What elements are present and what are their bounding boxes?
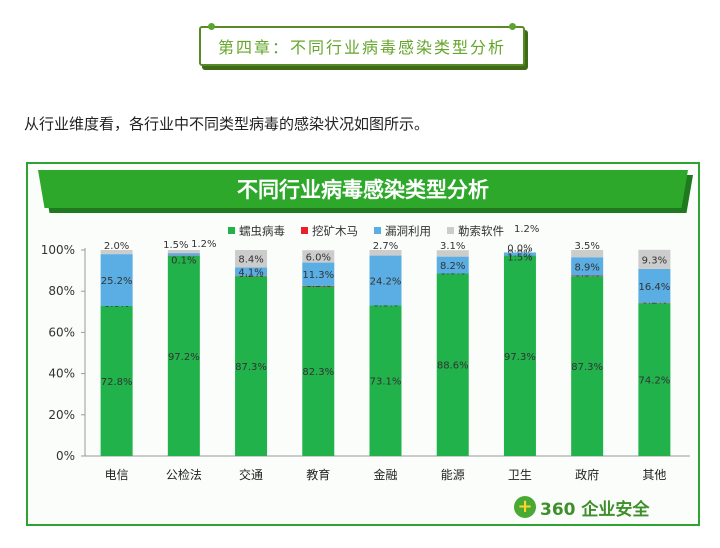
legend-label: 漏洞利用 [385,224,431,238]
data-label: 25.2% [101,276,133,287]
data-label: 8.9% [574,262,599,273]
x-tick-label: 公检法 [166,467,202,482]
legend-label: 勒索软件 [458,224,504,238]
x-tick-label: 卫生 [508,468,532,482]
data-label: 97.3% [504,352,536,363]
legend-swatch [228,227,235,234]
banner-dot-right [509,23,516,30]
x-tick-label: 教育 [306,467,330,482]
bar-segment [436,273,469,456]
data-label: 97.2% [168,352,200,363]
legend-label: 挖矿木马 [312,224,358,238]
data-label: 88.6% [437,361,469,372]
bar-segment [100,306,133,456]
bar-segment [503,255,536,456]
data-label: 24.2% [370,276,402,287]
x-tick-label: 其他 [642,468,666,482]
data-label: 8.2% [440,261,465,272]
chart-title: 不同行业病毒感染类型分析 [237,178,489,202]
bar-segment [638,249,671,269]
data-label: 3.1% [440,241,465,252]
data-label: 1.5% [163,240,188,251]
chapter-title: 第四章：不同行业病毒感染类型分析 [217,38,506,57]
data-label: 11.3% [302,270,334,281]
y-tick-label: 100% [41,243,75,257]
x-tick-label: 金融 [373,467,397,482]
data-label: 3.5% [574,241,599,252]
data-label: 9.3% [642,255,667,266]
y-tick-label: 0% [56,449,75,463]
chapter-banner: 第四章：不同行业病毒感染类型分析 [199,23,525,66]
bar-segment [571,250,604,258]
x-tick-label: 电信 [105,468,129,482]
data-label: 6.0% [306,252,331,263]
data-label: 8.4% [238,255,263,266]
bar-segment [638,268,671,303]
stacked-bar-chart: 0% 20% 40% 60% 80% 100% 蠕虫病毒 挖矿木马 漏洞利用 勒索软件 1.2% 电信… [41,224,690,482]
bar-segment [436,256,469,274]
logo-text: 360 企业安全 [540,499,650,520]
bar-segment [302,262,335,286]
data-label: 0.0% [507,243,532,254]
bar-segment [638,303,671,456]
brand-logo: + 360 企业安全 [514,494,649,520]
y-tick-label: 80% [48,284,75,298]
bar-segment [571,257,604,276]
legend-label: 蠕虫病毒 [239,224,285,238]
bar-segment [436,250,469,257]
bar-segment [167,250,200,254]
legend-swatch [447,227,454,234]
bar-segment [167,253,200,256]
bar-segment [235,276,268,456]
y-tick-label: 20% [48,408,75,422]
legend-note: 1.2% [514,224,539,235]
data-label: 72.8% [101,377,133,388]
bar-segment [235,267,268,276]
data-label: 1.5% [507,252,532,263]
legend-swatch [301,227,308,234]
x-tick-label: 政府 [575,467,599,482]
title-bar [38,170,688,208]
x-tick-label: 交通 [239,467,263,482]
data-label: 73.1% [370,377,402,388]
chart-panel: 不同行业病毒感染类型分析 0% 20% 40% 60% 80% 100% 蠕虫病毒 挖矿木马 漏… [26,162,700,526]
data-label: 74.2% [638,376,670,387]
bar-segment [369,255,402,306]
bar-segment [503,252,536,256]
intro-text: 从行业维度看，各行业中不同类型病毒的感染状况如图所示。 [24,115,430,133]
data-label: 16.4% [638,282,670,293]
data-label: 82.3% [302,367,334,378]
bar-segment [235,250,268,268]
bar-segment [302,285,335,287]
bar-segment [302,250,335,263]
bar-segment [571,275,604,277]
bar-segment [100,250,133,255]
legend-swatch [374,227,381,234]
bar-segment [167,255,200,456]
data-label: 2.7% [373,241,398,252]
data-label: 87.3% [571,362,603,373]
bar-segment [302,286,335,456]
data-label: 1.2% [191,239,216,250]
data-label: 2.0% [104,241,129,252]
y-tick-label: 60% [48,325,75,339]
banner-dot-left [208,23,215,30]
bar-segment [571,276,604,456]
logo-plus-icon: + [514,496,536,518]
data-label: 0.1% [171,256,196,267]
bar-segment [369,250,402,256]
bar-segment [100,254,133,307]
y-tick-label: 40% [48,367,75,381]
data-label: 87.3% [235,362,267,373]
bar-segment [369,305,402,456]
data-label: 4.1% [238,268,263,279]
x-tick-label: 能源 [441,468,465,482]
